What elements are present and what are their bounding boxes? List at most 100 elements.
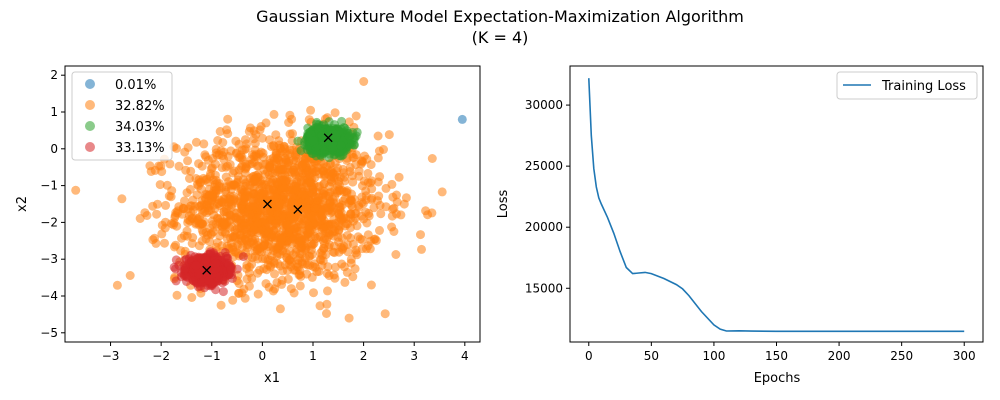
- x-tick-label: 150: [765, 349, 788, 363]
- loss-x-axis-label: Epochs: [754, 371, 801, 386]
- scatter-point: [173, 208, 183, 218]
- x-tick-label: 4: [461, 349, 469, 363]
- scatter-point: [318, 225, 327, 235]
- scatter-point: [271, 218, 281, 228]
- training-loss-line: [588, 78, 965, 333]
- scatter-point: [333, 163, 343, 173]
- scatter-point: [257, 133, 267, 143]
- scatter-point: [294, 270, 304, 280]
- x-tick-label: 0: [585, 349, 593, 363]
- scatter-point: [289, 288, 299, 298]
- scatter-point: [259, 187, 269, 197]
- scatter-point: [329, 248, 339, 258]
- scatter-point: [160, 223, 170, 233]
- scatter-point: [219, 147, 229, 157]
- y-tick-label: −2: [40, 215, 58, 229]
- scatter-point: [187, 293, 197, 302]
- legend-marker-series-3: [85, 142, 95, 152]
- scatter-point: [323, 286, 332, 296]
- scatter-point: [247, 259, 257, 269]
- scatter-point: [271, 148, 281, 158]
- scatter-point: [334, 237, 344, 247]
- scatter-point: [239, 224, 249, 234]
- scatter-point: [250, 138, 260, 148]
- scatter-point: [191, 261, 201, 271]
- scatter-point: [253, 254, 263, 264]
- scatter-point: [250, 174, 260, 183]
- scatter-point: [389, 203, 399, 213]
- scatter-point: [276, 211, 286, 221]
- scatter-point: [225, 210, 235, 220]
- scatter-point: [212, 178, 222, 188]
- scatter-point: [197, 219, 207, 229]
- scatter-point: [181, 272, 191, 281]
- scatter-point: [275, 304, 285, 314]
- scatter-point: [302, 204, 312, 214]
- scatter-point: [188, 195, 198, 205]
- scatter-point: [328, 140, 338, 149]
- scatter-point: [339, 213, 348, 223]
- scatter-point: [205, 237, 215, 247]
- y-tick-label: 30000: [525, 98, 563, 112]
- scatter-point: [256, 243, 266, 252]
- x-tick-label: −2: [152, 349, 170, 363]
- scatter-point: [220, 227, 230, 237]
- scatter-point: [307, 188, 317, 198]
- scatter-point: [222, 125, 232, 135]
- scatter-point: [225, 160, 235, 169]
- scatter-point: [329, 203, 339, 212]
- scatter-point: [229, 191, 238, 201]
- scatter-point: [295, 281, 305, 291]
- scatter-point: [180, 196, 189, 206]
- scatter-point: [71, 185, 81, 195]
- scatter-axes-frame: [64, 65, 481, 343]
- scatter-point: [238, 175, 248, 184]
- loss-y-ticks: 15000 20000 25000 30000: [525, 98, 570, 295]
- x-tick-label: 100: [702, 349, 725, 363]
- scatter-point: [289, 214, 298, 224]
- centroid-marker: [293, 205, 303, 214]
- scatter-point: [339, 262, 349, 272]
- y-tick-label: 20000: [525, 220, 563, 234]
- scatter-point: [256, 179, 266, 189]
- scatter-legend-box: [71, 71, 173, 161]
- scatter-point: [297, 161, 307, 171]
- scatter-point: [392, 190, 401, 200]
- scatter-point: [359, 77, 369, 86]
- scatter-point: [316, 255, 326, 265]
- scatter-point: [304, 251, 314, 261]
- scatter-point: [219, 154, 229, 164]
- scatter-point: [274, 164, 284, 174]
- scatter-point: [249, 239, 259, 249]
- scatter-point: [264, 282, 274, 292]
- scatter-point: [238, 242, 247, 252]
- scatter-point: [387, 179, 397, 189]
- scatter-point: [273, 179, 283, 189]
- scatter-point: [371, 236, 381, 246]
- scatter-point: [212, 185, 222, 195]
- scatter-point: [319, 189, 329, 199]
- scatter-point: [329, 231, 339, 241]
- scatter-point: [179, 261, 189, 271]
- scatter-point: [277, 275, 287, 285]
- scatter-point: [338, 196, 348, 206]
- scatter-point: [112, 280, 122, 290]
- x-tick-label: −3: [102, 349, 120, 363]
- scatter-point: [197, 225, 207, 235]
- scatter-point: [346, 233, 355, 243]
- scatter-point: [248, 209, 258, 219]
- scatter-point: [361, 186, 371, 196]
- scatter-point: [117, 194, 127, 204]
- scatter-point: [265, 162, 275, 172]
- scatter-point: [457, 114, 467, 124]
- scatter-point: [421, 206, 431, 216]
- scatter-point: [211, 258, 221, 268]
- scatter-point: [375, 226, 384, 235]
- y-tick-label: 0: [50, 142, 58, 156]
- scatter-point: [374, 191, 384, 201]
- scatter-point: [162, 180, 172, 190]
- y-tick-label: 25000: [525, 159, 563, 173]
- scatter-point: [302, 269, 312, 279]
- legend-marker-series-1: [85, 100, 95, 110]
